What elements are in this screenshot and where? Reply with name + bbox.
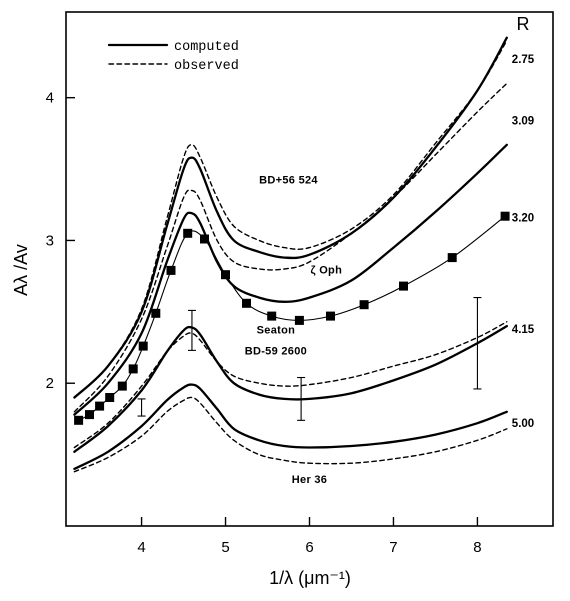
r-value-label: 3.20 bbox=[512, 213, 534, 225]
seaton-point bbox=[221, 270, 230, 280]
curve-label: Her 36 bbox=[292, 474, 327, 486]
curve-label: Seaton bbox=[257, 324, 295, 336]
seaton-point bbox=[105, 393, 115, 402]
seaton-point bbox=[242, 298, 251, 308]
seaton-point bbox=[183, 228, 193, 238]
x-tick-label: 8 bbox=[473, 539, 481, 556]
y-tick-label: 4 bbox=[46, 90, 54, 107]
legend: computed observed bbox=[107, 40, 239, 74]
seaton-point bbox=[447, 253, 457, 263]
error-bars bbox=[137, 297, 482, 421]
seaton-point bbox=[74, 415, 84, 425]
curve-r275-computed bbox=[73, 36, 508, 399]
r-value-label: 5.00 bbox=[512, 418, 534, 430]
seaton-point bbox=[138, 341, 148, 351]
legend-computed: computed bbox=[174, 40, 239, 55]
seaton-point bbox=[151, 308, 161, 318]
error-bar bbox=[187, 309, 196, 351]
y-axis-label: Aλ /Av bbox=[11, 244, 31, 296]
seaton-point bbox=[85, 410, 94, 420]
r-value-label: 3.09 bbox=[512, 116, 534, 128]
curve-r309-computed bbox=[73, 143, 508, 416]
r-value-label: 4.15 bbox=[512, 324, 535, 336]
seaton-point bbox=[95, 401, 105, 411]
y-tick-label: 2 bbox=[46, 375, 54, 392]
seaton-point bbox=[326, 311, 335, 321]
seaton-point bbox=[399, 281, 408, 291]
curve-r415-observed bbox=[73, 321, 508, 449]
x-tick-label: 6 bbox=[305, 539, 313, 556]
y-tick-label: 3 bbox=[46, 232, 54, 249]
x-axis-label: 1/λ (μm⁻¹) bbox=[269, 568, 351, 588]
curve-label: ζ Oph bbox=[310, 264, 342, 276]
curve-r500-computed bbox=[73, 383, 508, 471]
error-bar bbox=[297, 376, 306, 421]
axis-ticks: 4 5 6 7 8 2 3 4 bbox=[46, 90, 482, 556]
seaton-point bbox=[200, 234, 209, 244]
r-column-header: R bbox=[517, 14, 530, 34]
x-tick-label: 7 bbox=[389, 539, 397, 556]
seaton-point bbox=[166, 265, 176, 275]
legend-observed: observed bbox=[174, 59, 239, 74]
seaton-point bbox=[128, 364, 138, 374]
seaton-point bbox=[359, 300, 369, 310]
x-tick-label: 5 bbox=[221, 539, 229, 556]
curve-label: BD+56 524 bbox=[259, 174, 318, 186]
error-bar bbox=[137, 398, 146, 417]
curve-label: BD-59 2600 bbox=[245, 346, 307, 358]
curve-labels: BD+56 524 ζ Oph Seaton BD-59 2600 Her 36 2.75… bbox=[245, 54, 535, 486]
seaton-point bbox=[267, 311, 277, 321]
error-bar bbox=[473, 297, 482, 390]
curve-r500-observed bbox=[73, 396, 508, 473]
curves-layer bbox=[73, 36, 508, 473]
seaton-point bbox=[117, 381, 127, 391]
seaton-point bbox=[500, 211, 510, 221]
curve-r415-computed bbox=[73, 324, 508, 453]
r-value-label: 2.75 bbox=[512, 54, 535, 66]
x-tick-label: 4 bbox=[137, 539, 145, 556]
seaton-series bbox=[74, 211, 510, 425]
seaton-point bbox=[294, 315, 304, 325]
curve-r309-observed bbox=[73, 82, 508, 413]
curve-r275-observed bbox=[73, 39, 508, 399]
